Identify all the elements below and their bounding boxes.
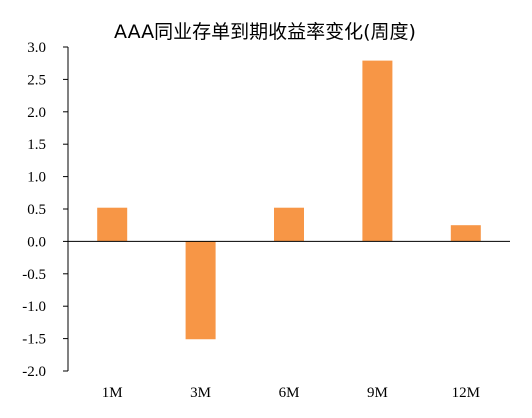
bar-1m bbox=[97, 207, 128, 242]
bar-6m bbox=[274, 207, 304, 242]
y-axis: 3.0 2.5 2.0 1.5 1.0 0.5 0.0 -0.5 -1.0 -1.5 -2.0 bbox=[22, 40, 69, 380]
y-tick-label: 1.0 bbox=[27, 170, 46, 186]
y-tick-label: -0.5 bbox=[22, 267, 46, 283]
y-tick-label: -1.0 bbox=[22, 299, 46, 315]
bar-9m bbox=[362, 60, 393, 242]
x-tick-label: 1M bbox=[102, 385, 123, 401]
bar-12m bbox=[450, 225, 481, 242]
bar-3m bbox=[185, 241, 216, 340]
x-tick-label: 9M bbox=[367, 385, 388, 401]
x-tick-label: 6M bbox=[279, 385, 300, 401]
y-tick-label: 3.0 bbox=[27, 40, 46, 56]
x-tick-label: 3M bbox=[190, 385, 211, 401]
y-tick-label: -1.5 bbox=[22, 332, 46, 348]
bars bbox=[97, 60, 481, 340]
chart-title: AAA同业存单到期收益率变化(周度) bbox=[114, 21, 416, 43]
y-tick-label: 0.0 bbox=[27, 234, 46, 250]
x-axis: 1M 3M 6M 9M 12M bbox=[68, 240, 510, 401]
y-tick-label: 1.5 bbox=[27, 137, 46, 153]
y-tick-label: -2.0 bbox=[22, 364, 46, 380]
y-tick-label: 2.0 bbox=[27, 105, 46, 121]
x-tick-label: 12M bbox=[452, 385, 480, 401]
y-tick-label: 2.5 bbox=[27, 72, 46, 88]
y-tick-label: 0.5 bbox=[27, 202, 46, 218]
